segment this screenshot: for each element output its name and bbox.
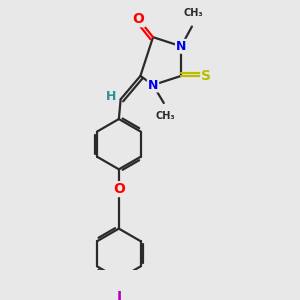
Text: I: I — [116, 290, 122, 300]
Text: N: N — [176, 40, 186, 53]
Text: S: S — [201, 69, 211, 83]
Text: N: N — [148, 79, 158, 92]
Text: CH₃: CH₃ — [156, 111, 176, 121]
Text: H: H — [106, 90, 116, 103]
Text: O: O — [133, 12, 145, 26]
Text: CH₃: CH₃ — [184, 8, 203, 19]
Text: O: O — [113, 182, 125, 196]
